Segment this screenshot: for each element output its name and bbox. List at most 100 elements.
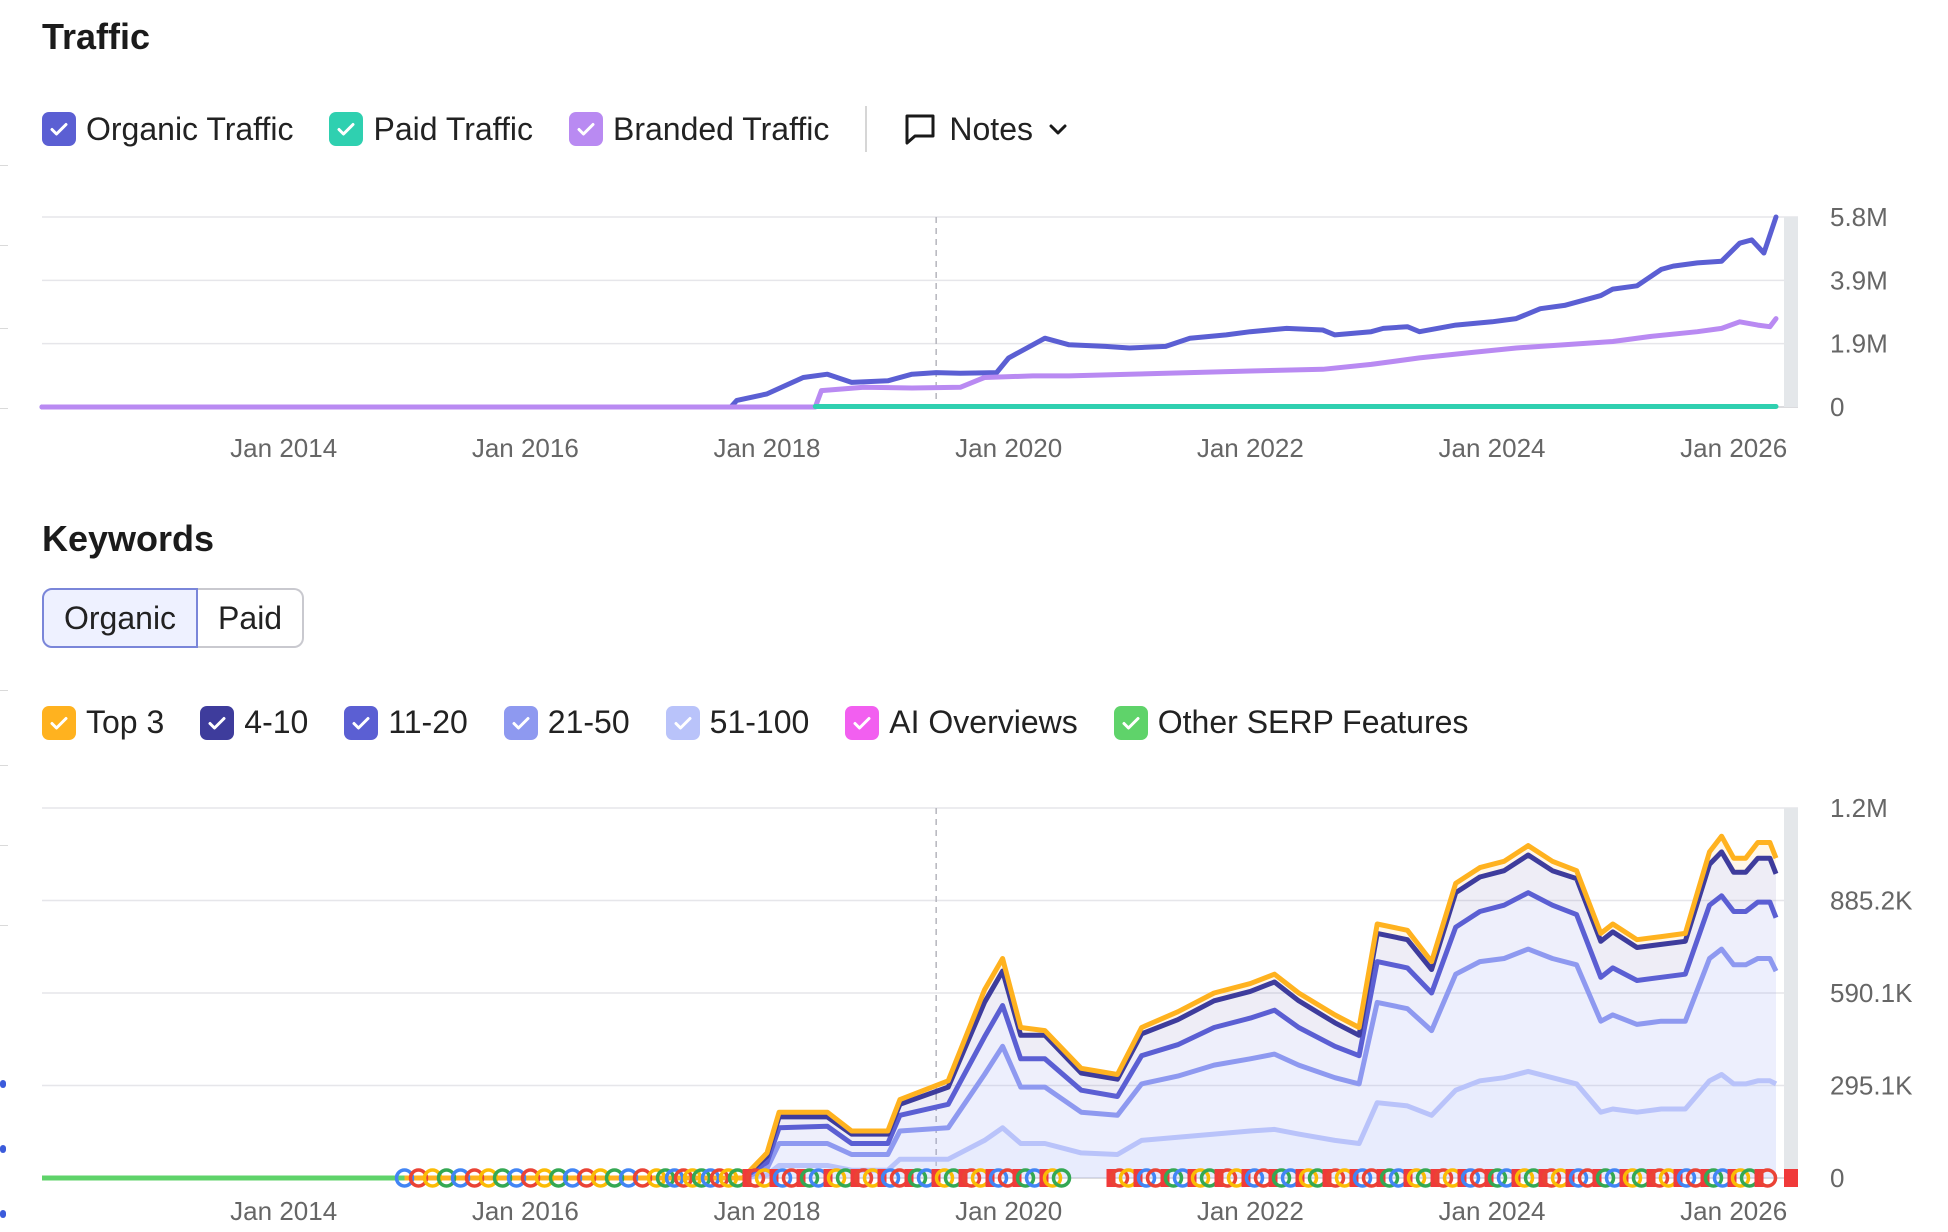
- keywords-title: Keywords: [42, 518, 215, 559]
- tab-paid[interactable]: Paid: [198, 588, 305, 648]
- edge-divider: [0, 690, 8, 691]
- traffic-legend: Organic Traffic Paid Traffic Branded Tra…: [42, 106, 1071, 152]
- google-update-marker: [1217, 1168, 1238, 1188]
- checkbox-icon[interactable]: [665, 705, 700, 740]
- y-tick-label: 0: [1830, 1163, 1844, 1193]
- google-update-marker: [655, 1168, 676, 1188]
- legend-4-10[interactable]: 4-10: [200, 704, 308, 741]
- google-update-marker: [1460, 1168, 1481, 1188]
- x-tick-label: Jan 2026: [1680, 433, 1787, 463]
- google-update-marker: [464, 1168, 485, 1188]
- google-update-marker: [1649, 1168, 1670, 1188]
- y-tick-label: 5.8M: [1830, 202, 1888, 232]
- legend-11-20[interactable]: 11-20: [344, 704, 468, 741]
- y-tick-label: 3.9M: [1830, 265, 1888, 295]
- notes-dropdown[interactable]: Notes: [903, 111, 1071, 148]
- google-update-marker: [450, 1168, 471, 1188]
- legend-top-3[interactable]: Top 3: [42, 704, 164, 741]
- google-update-marker: [709, 1168, 730, 1188]
- traffic-chart: 0 1.9M 3.9M 5.8M Jan 2014 Jan 2016 Jan 2018 Jan…: [0, 195, 1948, 475]
- legend-paid-traffic[interactable]: Paid Traffic: [329, 110, 533, 148]
- google-update-marker: [700, 1168, 721, 1188]
- keywords-chart: 0 295.1K 590.1K 885.2K 1.2M Jan 2014 Jan 2016 J…: [0, 780, 1948, 1230]
- checkbox-icon[interactable]: [200, 705, 235, 740]
- tab-organic[interactable]: Organic: [42, 588, 199, 648]
- checkbox-icon[interactable]: [329, 112, 364, 146]
- google-update-marker: [1325, 1168, 1346, 1188]
- google-update-marker: [1298, 1168, 1319, 1188]
- google-update-marker: [1541, 1168, 1562, 1188]
- google-update-marker: [1730, 1168, 1751, 1188]
- google-update-marker: [534, 1168, 555, 1188]
- serp-feature-markers: [394, 1168, 1798, 1188]
- x-tick-label: Jan 2020: [955, 1196, 1062, 1226]
- legend-label: 4-10: [244, 704, 309, 740]
- checkbox-icon[interactable]: [344, 705, 379, 740]
- google-update-marker: [1015, 1168, 1036, 1188]
- x-tick-label: Jan 2016: [472, 1196, 579, 1226]
- edge-dot: [0, 1210, 6, 1218]
- google-update-marker: [1051, 1168, 1072, 1188]
- keywords-type-toggle: Organic Paid: [42, 588, 305, 648]
- checkbox-icon[interactable]: [568, 112, 603, 146]
- legend-branded-traffic[interactable]: Branded Traffic: [568, 111, 829, 148]
- checkbox-icon[interactable]: [42, 112, 76, 146]
- line-top-3: [42, 833, 1779, 1181]
- google-update-marker: [520, 1168, 541, 1188]
- legend-label: Paid Traffic: [373, 110, 533, 147]
- google-update-marker: [1244, 1168, 1265, 1188]
- area-21-50: [42, 949, 1776, 1178]
- google-update-marker: [799, 1168, 820, 1188]
- google-update-marker: [1757, 1168, 1778, 1188]
- checkbox-icon[interactable]: [503, 705, 538, 740]
- edge-divider: [0, 408, 8, 409]
- google-update-marker: [682, 1168, 703, 1188]
- edge-dot: [0, 1145, 6, 1153]
- notes-label: Notes: [949, 110, 1033, 147]
- area-51-100: [42, 1071, 1776, 1178]
- google-update-marker: [590, 1168, 611, 1188]
- x-tick-label: Jan 2022: [1197, 1196, 1304, 1226]
- google-update-marker: [880, 1168, 901, 1188]
- google-update-marker: [1042, 1168, 1063, 1188]
- google-update-marker: [1568, 1168, 1589, 1188]
- line-21-50: [42, 946, 1779, 1181]
- checkbox-icon[interactable]: [1113, 705, 1148, 740]
- x-tick-label: Jan 2018: [714, 433, 821, 463]
- y-tick-label: 0: [1830, 392, 1844, 422]
- line-11-20: [42, 890, 1779, 1181]
- y-tick-label: 590.1K: [1830, 978, 1913, 1008]
- checkbox-icon[interactable]: [42, 705, 76, 740]
- google-update-marker: [1136, 1168, 1157, 1188]
- legend-21-50[interactable]: 21-50: [503, 704, 630, 741]
- keywords-legend: Top 3 4-10 11-20 21-50 51-100 AI Overvie…: [42, 704, 1504, 741]
- x-tick-label: Jan 2022: [1197, 433, 1304, 463]
- legend-ai-overviews[interactable]: AI Overviews: [845, 704, 1078, 741]
- google-update-marker: [576, 1168, 597, 1188]
- google-update-marker: [548, 1168, 569, 1188]
- google-update-marker: [632, 1168, 653, 1188]
- google-update-marker: [1406, 1168, 1427, 1188]
- y-tick-label: 1.9M: [1830, 329, 1888, 359]
- google-update-marker: [604, 1168, 625, 1188]
- legend-label: 51-100: [709, 704, 810, 740]
- legend-label: AI Overviews: [889, 704, 1078, 740]
- edge-divider: [0, 845, 8, 846]
- google-update-marker: [492, 1168, 513, 1188]
- google-update-marker: [961, 1168, 982, 1188]
- current-period-band: [1784, 217, 1798, 407]
- legend-label: 11-20: [388, 704, 468, 740]
- legend-51-100[interactable]: 51-100: [665, 704, 810, 741]
- legend-other-serp-features[interactable]: Other SERP Features: [1113, 704, 1469, 741]
- google-update-marker: [718, 1168, 739, 1188]
- line-51-100: [42, 1068, 1778, 1181]
- legend-organic-traffic[interactable]: Organic Traffic: [42, 111, 293, 148]
- google-update-marker: [506, 1168, 527, 1188]
- google-update-marker: [1595, 1168, 1616, 1188]
- google-update-marker: [745, 1168, 766, 1188]
- google-update-marker: [1379, 1168, 1400, 1188]
- checkbox-icon[interactable]: [845, 705, 880, 740]
- legend-label: Other SERP Features: [1157, 704, 1469, 740]
- google-update-marker: [394, 1168, 415, 1188]
- google-update-marker: [1676, 1168, 1697, 1188]
